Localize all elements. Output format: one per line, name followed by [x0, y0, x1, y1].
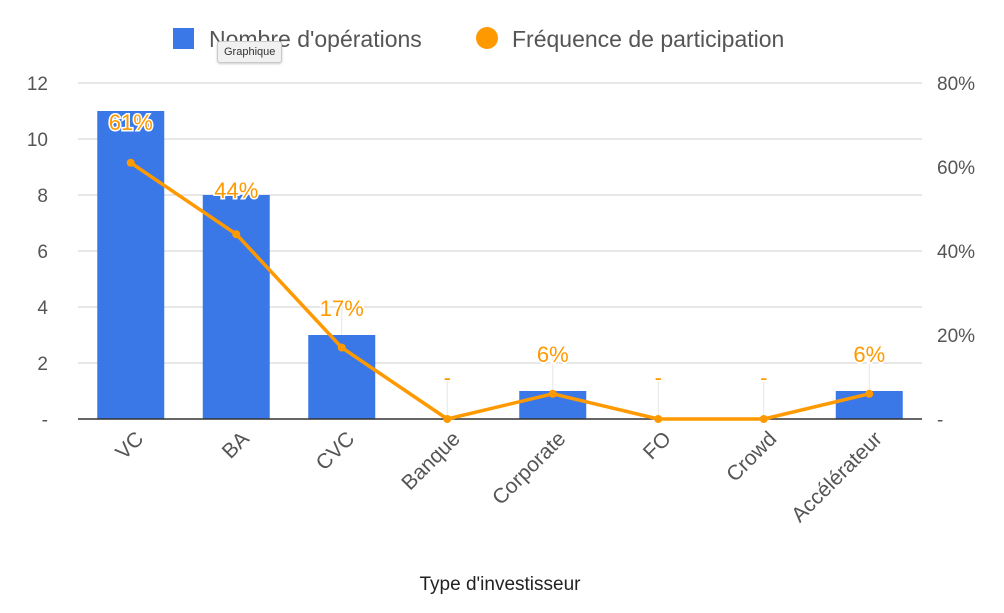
data-label: -	[444, 365, 451, 390]
x-tick-label: Accélérateur	[787, 427, 887, 527]
line-point	[548, 389, 557, 398]
x-tick-label: Corporate	[488, 427, 570, 509]
line-point	[443, 415, 452, 423]
data-label: -	[655, 365, 662, 390]
chart-tooltip: Graphique	[217, 41, 283, 63]
x-tick-label: FO	[639, 427, 676, 464]
x-tick-label: BA	[218, 427, 254, 463]
data-label: 6%	[537, 342, 569, 367]
bar	[202, 195, 270, 419]
x-tick-label: Crowd	[722, 427, 781, 486]
bar	[97, 111, 165, 419]
y-left-tick-label: -	[42, 410, 48, 431]
y-right-tick-label: 80%	[937, 74, 975, 95]
data-label: 44%	[214, 178, 258, 203]
line-point	[759, 415, 768, 423]
legend-swatch-bars	[173, 28, 194, 49]
line-point	[865, 389, 874, 398]
y-left-tick-label: 4	[37, 298, 48, 319]
line-point	[654, 415, 663, 423]
line-series	[129, 161, 870, 421]
y-right-tick-label: 20%	[937, 326, 975, 347]
y-right-tick-label: 40%	[937, 242, 975, 263]
line-point	[337, 343, 346, 352]
x-tick-label: CVC	[312, 427, 360, 475]
y-left-tick-label: 8	[37, 186, 48, 207]
line-point	[232, 230, 241, 239]
y-left-tick-label: 10	[27, 130, 48, 151]
y-right-tick-label: -	[937, 410, 943, 431]
legend-swatch-line	[476, 27, 498, 49]
line-point	[126, 158, 135, 167]
data-label: 61%	[109, 110, 153, 135]
data-label: -	[760, 365, 767, 390]
y-left-tick-label: 2	[37, 354, 48, 375]
y-left-tick-label: 6	[37, 242, 48, 263]
y-left-tick-label: 12	[27, 74, 48, 95]
x-tick-label: VC	[111, 427, 148, 464]
y-right-tick-label: 60%	[937, 158, 975, 179]
x-axis-title: Type d'investisseur	[420, 574, 582, 595]
legend-label-line: Fréquence de participation	[512, 26, 784, 52]
data-label: 17%	[320, 296, 364, 321]
data-label: 6%	[853, 342, 885, 367]
x-tick-label: Banque	[397, 427, 464, 494]
